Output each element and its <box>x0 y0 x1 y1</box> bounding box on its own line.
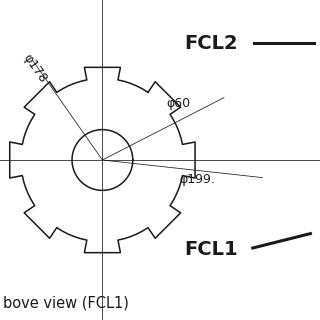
Text: FCL2: FCL2 <box>184 34 238 53</box>
Text: bove view (FCL1): bove view (FCL1) <box>3 295 129 310</box>
Text: φ178: φ178 <box>21 52 50 86</box>
Text: φ199.: φ199. <box>179 173 215 187</box>
Text: φ60: φ60 <box>166 97 190 110</box>
Text: FCL1: FCL1 <box>184 240 238 259</box>
